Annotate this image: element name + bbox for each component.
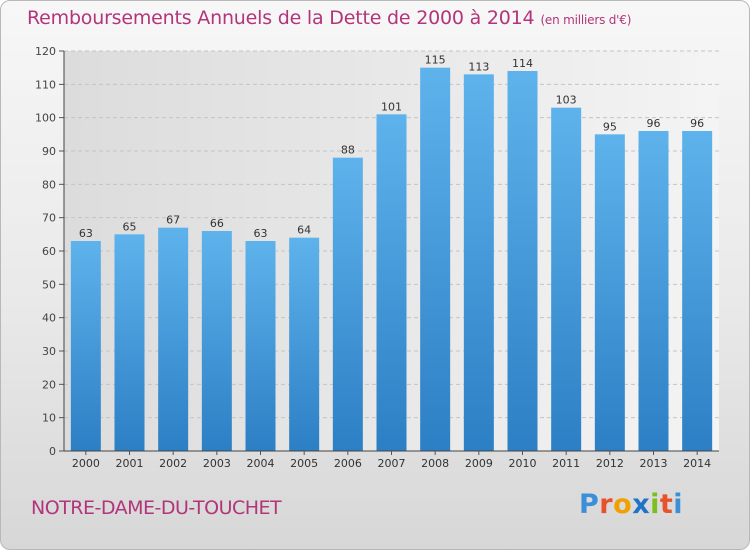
bar-2000 [70,241,101,451]
bars [70,67,713,452]
logo-letter: x [632,489,651,520]
x-tick-label: 2007 [378,457,406,470]
bar-2014 [682,131,713,451]
bar-value-label: 95 [603,120,617,133]
y-tick-label: 0 [49,445,56,458]
logo-letter: P [579,489,600,520]
bar-value-label: 88 [341,144,355,157]
bar-2011 [551,107,582,452]
y-tick-label: 120 [35,45,56,58]
bar-value-label: 63 [79,227,93,240]
bar-value-label: 65 [123,220,137,233]
bar-value-label: 96 [690,117,704,130]
bar-2013 [638,131,669,451]
y-tick-label: 10 [42,412,56,425]
bar-value-label: 113 [468,60,489,73]
bar-value-label: 67 [166,214,180,227]
bar-2007 [376,114,407,451]
x-tick-label: 2006 [334,457,362,470]
bar-value-label: 114 [512,57,533,70]
x-tick-label: 2004 [247,457,275,470]
x-tick-label: 2003 [203,457,231,470]
bar-value-label: 101 [381,100,402,113]
bar-2004 [245,241,276,451]
data-labels: 63 65 67 66 63 64 88 101 115 113 114 103 95 96 96 [79,54,704,240]
y-tick-label: 80 [42,178,56,191]
logo-letter: r [599,489,614,520]
y-tick-label: 30 [42,345,56,358]
x-tick-label: 2005 [290,457,318,470]
bar-2006 [332,157,363,451]
logo-letter: i [673,489,684,520]
y-tick-label: 110 [35,78,56,91]
bar-2002 [158,227,189,451]
y-tick-label: 90 [42,145,56,158]
bar-value-label: 66 [210,217,224,230]
y-tick-label: 40 [42,312,56,325]
x-tick-label: 2010 [509,457,537,470]
x-tick-label: 2013 [640,457,668,470]
logo-letter: i [650,489,660,520]
bar-2003 [201,231,232,451]
bar-2009 [463,74,494,451]
y-tick-label: 60 [42,245,56,258]
bar-value-label: 96 [647,117,661,130]
y-tick-label: 100 [35,112,56,125]
y-tick-label: 70 [42,212,56,225]
x-tick-label: 2011 [552,457,580,470]
logo-letter: o [613,489,633,520]
logo-letter: t [659,489,674,520]
x-tick-label: 2000 [72,457,100,470]
x-axis: 2000 2001 2002 2003 2004 2005 2006 2007 2008 2009… [64,450,719,470]
x-tick-label: 2014 [683,457,711,470]
x-tick-label: 2009 [465,457,493,470]
bar-2012 [594,134,625,452]
bar-value-label: 103 [556,94,577,107]
bar-2001 [114,234,145,451]
y-tick-label: 50 [42,278,56,291]
bar-value-label: 63 [254,227,268,240]
chart-unit: (en milliers d'€) [540,13,632,27]
x-tick-label: 2012 [596,457,624,470]
y-axis: 0 10 20 30 40 50 60 70 80 90 100 110 120 [35,45,65,458]
y-tick-label: 20 [42,378,56,391]
bar-2010 [507,71,538,451]
bar-2008 [420,67,451,452]
x-tick-label: 2001 [116,457,144,470]
chart-title-text: Remboursements Annuels de la Dette de 20… [27,7,535,29]
bar-2005 [289,237,320,451]
x-tick-label: 2008 [421,457,449,470]
bar-value-label: 115 [425,54,446,67]
x-tick-label: 2002 [159,457,187,470]
chart-title: Remboursements Annuels de la Dette de 20… [27,7,631,29]
proxiti-logo: Proxiti [579,489,683,520]
bar-value-label: 64 [297,224,311,237]
commune-name: NOTRE-DAME-DU-TOUCHET [31,497,282,519]
